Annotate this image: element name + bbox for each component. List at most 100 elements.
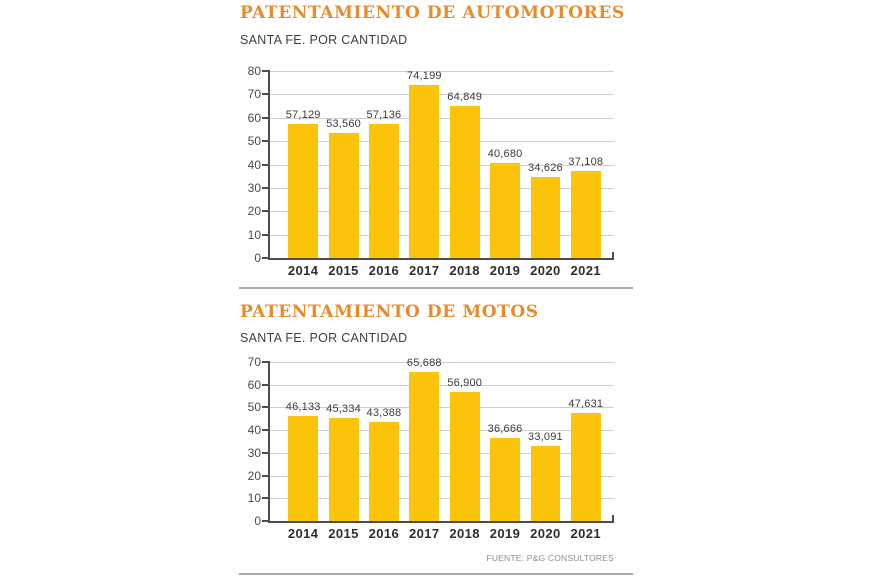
chart-title-automotores: PATENTAMIENTO DE AUTOMOTORES: [240, 3, 625, 23]
y-tick-label: 60: [247, 377, 261, 392]
bar-slot: 65,688: [404, 357, 444, 521]
x-tick-label: 2021: [570, 526, 602, 541]
y-tick-mark: [262, 116, 270, 119]
y-tick-label: 50: [247, 400, 261, 415]
y-tick-mark: [262, 257, 270, 259]
bar-slot: 64,849: [445, 71, 485, 258]
bar-slot: 40,680: [485, 71, 525, 258]
y-tick-mark: [262, 93, 270, 96]
gridline: [270, 234, 614, 236]
chart-subtitle-automotores: SANTA FE. POR CANTIDAD: [240, 33, 408, 47]
y-tick-mark: [262, 406, 270, 409]
section-divider: [239, 287, 633, 289]
bar-value-label: 43,388: [366, 407, 402, 420]
bar-slot: 45,334: [323, 362, 363, 521]
y-tick-mark: [262, 140, 270, 143]
y-tick-label: 0: [254, 251, 261, 265]
bar-2015: [328, 132, 359, 258]
y-tick-mark: [262, 451, 270, 454]
bar-value-label: 40,680: [487, 147, 523, 160]
x-tick-label: 2014: [287, 526, 319, 541]
bottom-divider: [239, 573, 633, 575]
bar-value-label: 74,199: [406, 69, 442, 82]
y-tick-mark: [262, 474, 270, 477]
x-tick-label: 2017: [409, 263, 440, 278]
bar-value-label: 65,688: [406, 356, 442, 369]
bar-value-label: 57,129: [285, 109, 321, 122]
bar-2017: [409, 84, 440, 258]
gridline: [270, 362, 614, 363]
y-tick-mark: [262, 233, 270, 236]
gridline: [270, 71, 614, 72]
gridline: [270, 475, 614, 477]
bar-value-label: 57,136: [366, 109, 402, 122]
bar-slot: 57,136: [364, 71, 404, 258]
y-tick-label: 80: [247, 64, 261, 78]
x-tick-label: 2018: [449, 263, 480, 278]
x-tick-label: 2015: [328, 263, 359, 278]
source-attribution: FUENTE: P&G CONSULTORES: [486, 553, 614, 563]
x-tick-label: 2020: [530, 263, 561, 278]
bar-2020: [530, 177, 561, 258]
y-tick-mark: [262, 361, 270, 363]
plot-area: 0 10 20 30 40 50 60 70 80 57,129 53,560 57,136 74,19…: [248, 64, 614, 265]
gridline: [270, 407, 614, 409]
x-tick-label: 2021: [570, 263, 602, 278]
y-tick-mark: [262, 186, 270, 189]
x-axis-labels: 2014 2015 2016 2017 2018 2019 2020 2021: [270, 263, 614, 278]
bar-value-label: 46,133: [285, 401, 321, 414]
y-tick-label: 40: [247, 423, 261, 438]
gridline: [270, 384, 614, 386]
y-tick-mark: [262, 520, 270, 522]
bar-slot: 74,199: [404, 69, 444, 258]
gridline: [270, 94, 614, 96]
bar-slot: 36,666: [485, 362, 525, 521]
plot-area: 0 10 20 30 40 50 60 70 46,133 45,334 43,388 65,688 5…: [248, 355, 614, 528]
bar-slot: 53,560: [323, 71, 363, 258]
y-tick-mark: [262, 70, 270, 72]
x-tick-label: 2020: [530, 526, 561, 541]
y-tick-label: 40: [247, 157, 261, 172]
bar-slot: 34,626: [525, 71, 565, 258]
gridline: [270, 187, 614, 189]
bar-slot: 43,388: [364, 362, 404, 521]
bar-value-label: 34,626: [528, 162, 563, 175]
bar-value-label: 33,091: [528, 430, 563, 443]
bar-2017: [409, 371, 440, 521]
y-tick-label: 0: [254, 514, 261, 528]
gridline: [270, 141, 614, 143]
bar-value-label: 47,631: [568, 397, 604, 410]
bar-2018: [449, 391, 480, 521]
axis-end-tick: [612, 252, 614, 258]
y-tick-mark: [262, 383, 270, 386]
bar-2020: [530, 445, 561, 521]
bar-value-label: 56,900: [447, 376, 483, 389]
bar-slot: 33,091: [525, 362, 565, 521]
x-tick-label: 2019: [489, 526, 521, 541]
bar-value-label: 64,849: [447, 91, 483, 104]
bar-2015: [328, 418, 359, 521]
x-tick-label: 2018: [449, 526, 480, 541]
y-tick-label: 60: [247, 110, 261, 125]
bar-2014: [288, 124, 319, 258]
y-tick-mark: [262, 429, 270, 432]
x-axis-labels: 2014 2015 2016 2017 2018 2019 2020 2021: [270, 526, 614, 541]
gridline: [270, 452, 614, 454]
bar-chart-motos: 0 10 20 30 40 50 60 70 46,133 45,334 43,388 65,688 5…: [240, 355, 614, 541]
gridline: [270, 164, 614, 166]
y-tick-mark: [262, 163, 270, 166]
gridline: [270, 498, 614, 500]
y-tick-mark: [262, 210, 270, 213]
bar-2021: [570, 171, 601, 258]
bar-slot: 57,129: [283, 71, 323, 258]
x-tick-label: 2016: [368, 263, 400, 278]
chart-title-motos: PATENTAMIENTO DE MOTOS: [240, 302, 539, 322]
bar-2016: [369, 422, 399, 521]
y-tick-mark: [262, 497, 270, 500]
bars-row: 57,129 53,560 57,136 74,199 64,849 40,680 34,6…: [270, 69, 614, 258]
axis-end-tick: [612, 515, 614, 521]
bar-slot: 37,108: [566, 71, 606, 258]
bar-value-label: 36,666: [487, 422, 523, 435]
y-tick-label: 70: [247, 87, 261, 102]
